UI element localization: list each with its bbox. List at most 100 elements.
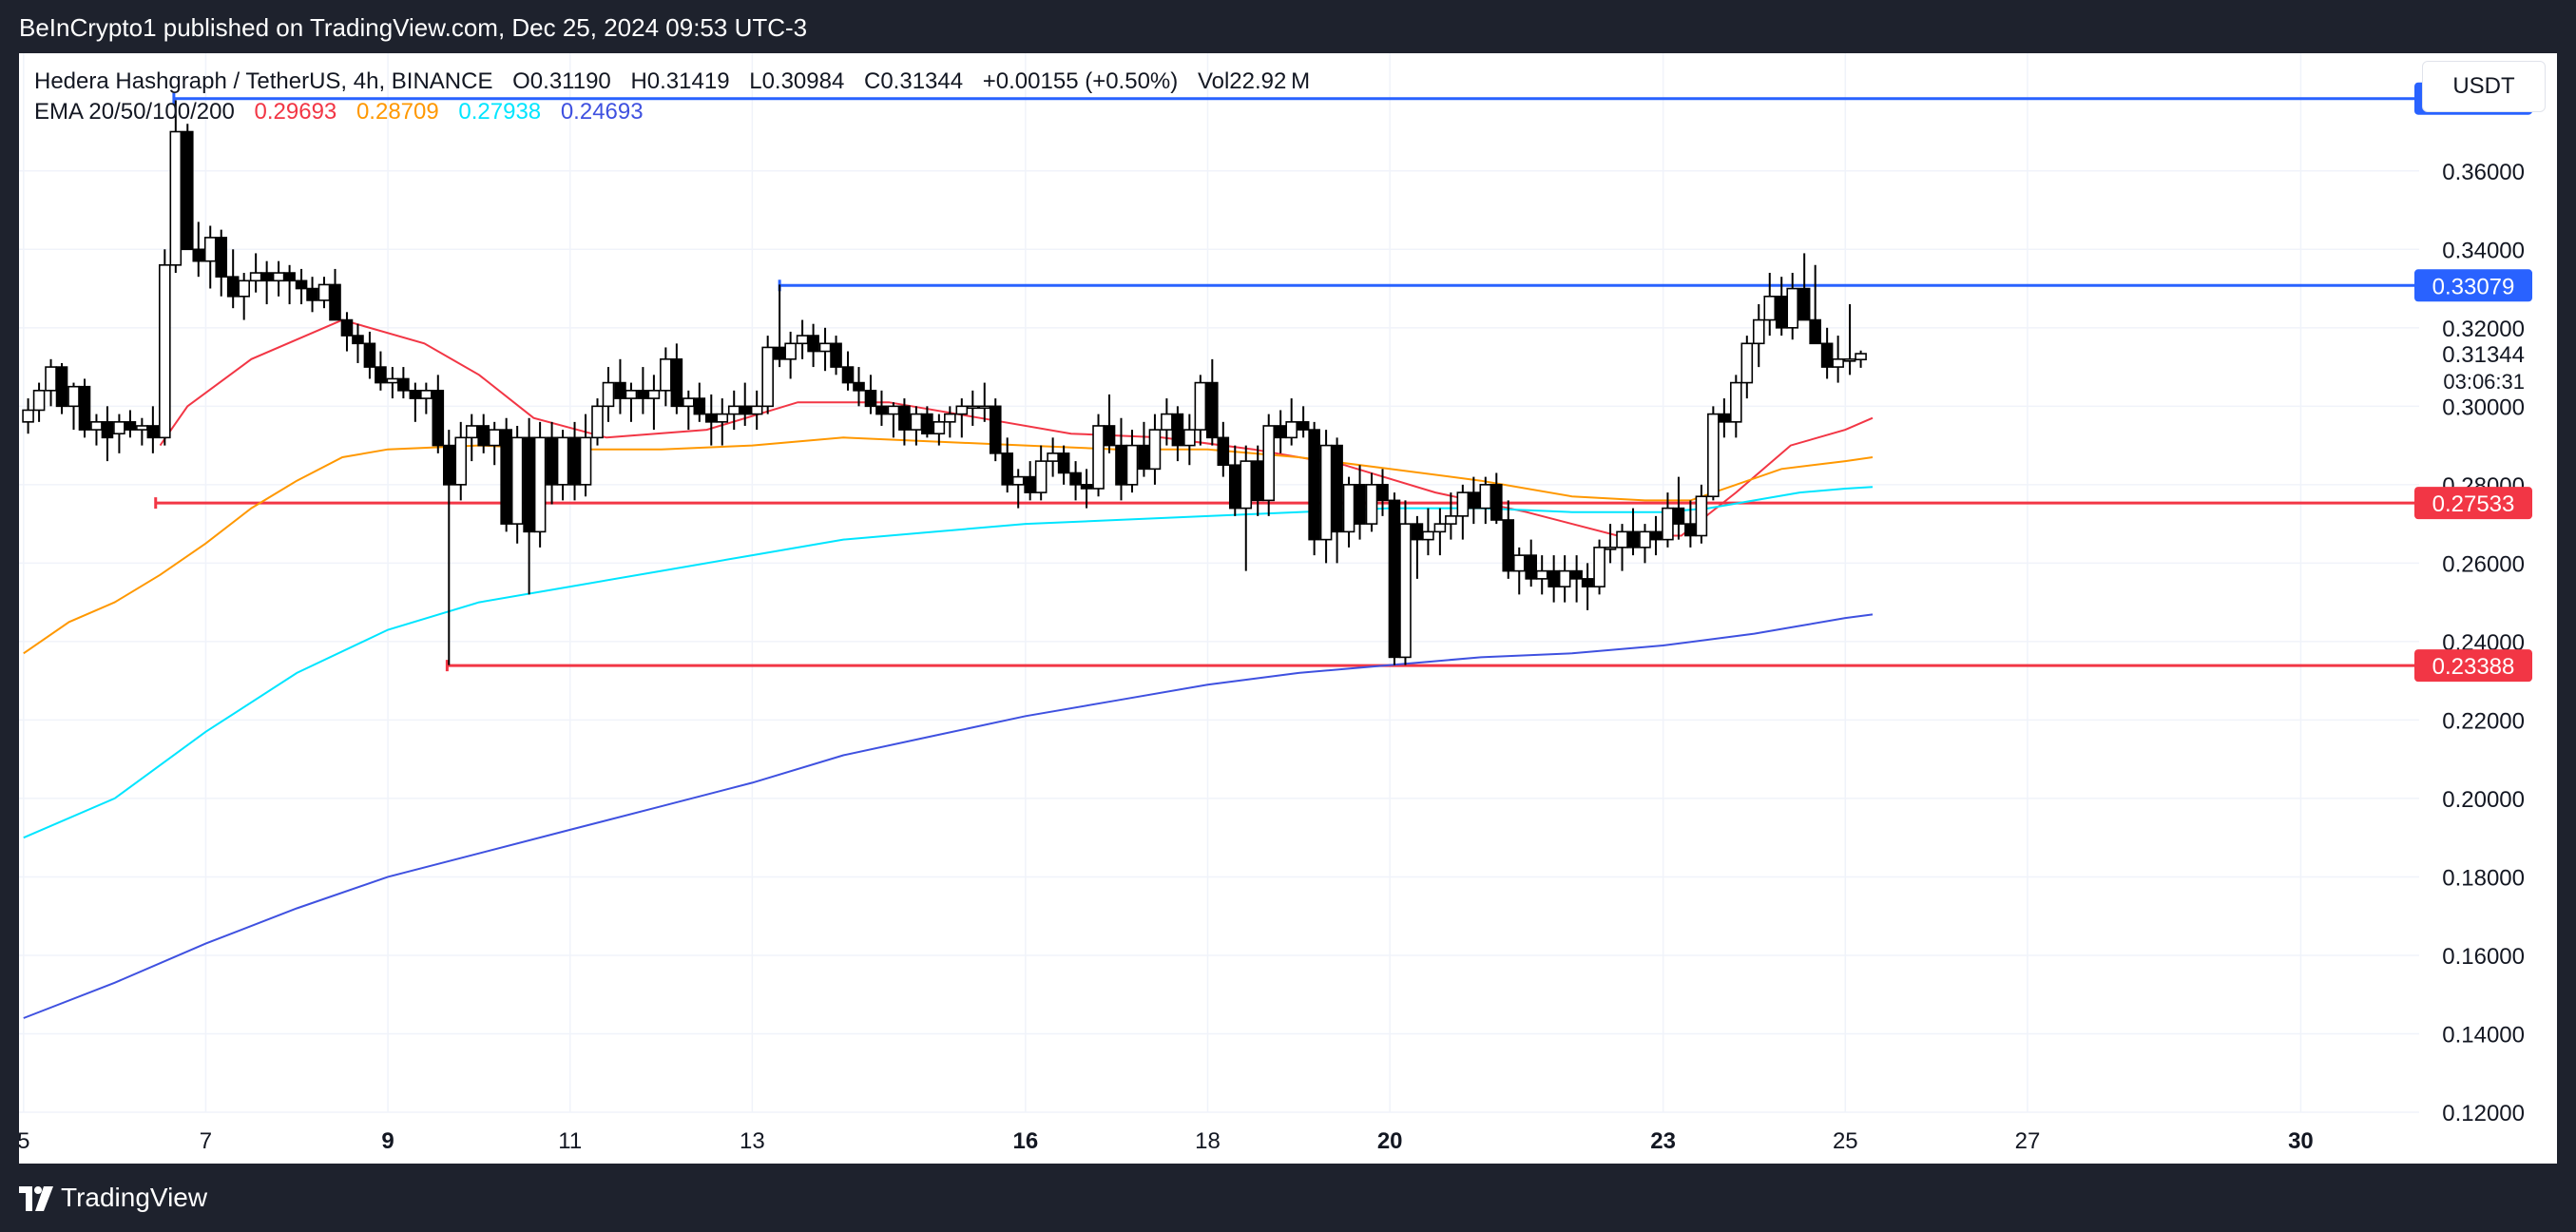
candle <box>1024 461 1036 501</box>
candle-body <box>1672 507 1685 525</box>
price-tick-label: 0.20000 <box>2442 787 2525 813</box>
candle-body <box>1161 413 1173 431</box>
candle-body <box>1342 484 1355 533</box>
candle <box>1342 476 1355 548</box>
candle-body <box>340 318 354 337</box>
candle <box>1639 524 1651 564</box>
candle-body <box>1445 515 1457 525</box>
chart-panel[interactable]: 0.36000 0.34000 0.32000 0.30000 0.28000 0.260… <box>19 53 2557 1164</box>
candle-body <box>306 287 318 301</box>
date-tick-label: 11 <box>558 1128 582 1154</box>
candle <box>67 382 80 431</box>
candle-body <box>1490 484 1503 521</box>
candle <box>1718 398 1731 438</box>
candle-body <box>704 413 718 423</box>
candle <box>773 284 786 368</box>
candle-body <box>966 405 979 410</box>
candle-body <box>807 335 819 353</box>
candle-body <box>1820 342 1834 368</box>
candle <box>944 406 956 438</box>
candle-body <box>1080 484 1093 490</box>
candle-body <box>1626 530 1640 549</box>
candle <box>477 414 490 453</box>
ema50-value: 0.28709 <box>356 99 439 125</box>
candle <box>409 382 422 422</box>
candle <box>442 430 455 665</box>
candle <box>1581 563 1594 610</box>
candle-body <box>818 342 832 353</box>
candle-body <box>1548 569 1560 587</box>
candle <box>568 421 581 501</box>
candle <box>533 421 547 548</box>
candle <box>215 229 228 297</box>
candle-body <box>1558 569 1571 587</box>
candle-body <box>1206 381 1219 439</box>
level-price-label: 0.33079 <box>2432 274 2515 299</box>
candle <box>363 331 376 379</box>
high-value: H0.31419 <box>630 68 730 94</box>
candle-body <box>1525 554 1538 580</box>
change-value: +0.00155 (+0.50%) <box>982 68 1179 94</box>
candle-body <box>1331 444 1343 533</box>
candle-body <box>192 248 205 262</box>
currency-button[interactable]: USDT <box>2422 61 2546 112</box>
candle <box>317 277 331 309</box>
candle <box>1558 555 1571 603</box>
candle <box>500 417 512 532</box>
candle-body <box>1001 452 1014 486</box>
candle <box>841 351 855 391</box>
candle-body <box>295 279 308 290</box>
price-chart[interactable]: 0.360000.340000.320000.300000.280000.260… <box>19 53 2557 1164</box>
candle-body <box>750 405 763 415</box>
candle-body <box>1217 436 1230 467</box>
candle-body <box>910 413 923 431</box>
ohlc-legend: Hedera Hashgraph / TetherUS, 4h, BINANCE… <box>34 68 1323 95</box>
candle <box>1548 555 1560 603</box>
candle <box>454 421 468 501</box>
candle <box>1217 421 1230 477</box>
candle-body <box>146 425 160 439</box>
candle-body <box>409 390 422 399</box>
candle-body <box>1662 507 1674 541</box>
candle <box>101 406 114 462</box>
candle <box>1820 327 1834 379</box>
date-tick-label: 9 <box>381 1128 394 1154</box>
candle <box>1319 430 1333 564</box>
volume-value: Vol22.92 M <box>1197 68 1311 94</box>
candle-body <box>283 272 296 282</box>
candle-body <box>352 335 364 345</box>
candle <box>1148 414 1162 485</box>
open-value: O0.31190 <box>512 68 611 94</box>
candle-body <box>1740 342 1754 384</box>
candle <box>704 394 718 446</box>
candle-body <box>1011 475 1025 486</box>
candle <box>761 336 774 414</box>
candle <box>830 336 842 375</box>
candle <box>1445 492 1457 540</box>
candle <box>1456 484 1470 540</box>
candle <box>1171 406 1184 462</box>
candle <box>420 382 433 414</box>
candle-body <box>739 405 752 415</box>
candle <box>1832 336 1844 383</box>
candle-body <box>1593 547 1605 587</box>
candle <box>523 417 535 595</box>
candle-body <box>329 283 341 321</box>
level-price-badge <box>2414 649 2532 683</box>
candle-body <box>1422 530 1434 541</box>
candle <box>625 382 638 422</box>
candle <box>203 225 217 289</box>
ema50-line <box>23 436 1874 655</box>
candle-body <box>1069 472 1082 486</box>
level-price-badge <box>2414 269 2532 302</box>
candle <box>556 430 569 501</box>
candle <box>682 390 695 431</box>
grid-lines <box>19 53 2419 1113</box>
candle-body <box>1057 452 1070 474</box>
candle <box>1274 410 1287 453</box>
candle <box>910 406 923 446</box>
candle <box>796 319 809 359</box>
candle <box>1240 445 1253 571</box>
candle-body <box>989 405 1002 454</box>
candle-body <box>682 397 695 408</box>
